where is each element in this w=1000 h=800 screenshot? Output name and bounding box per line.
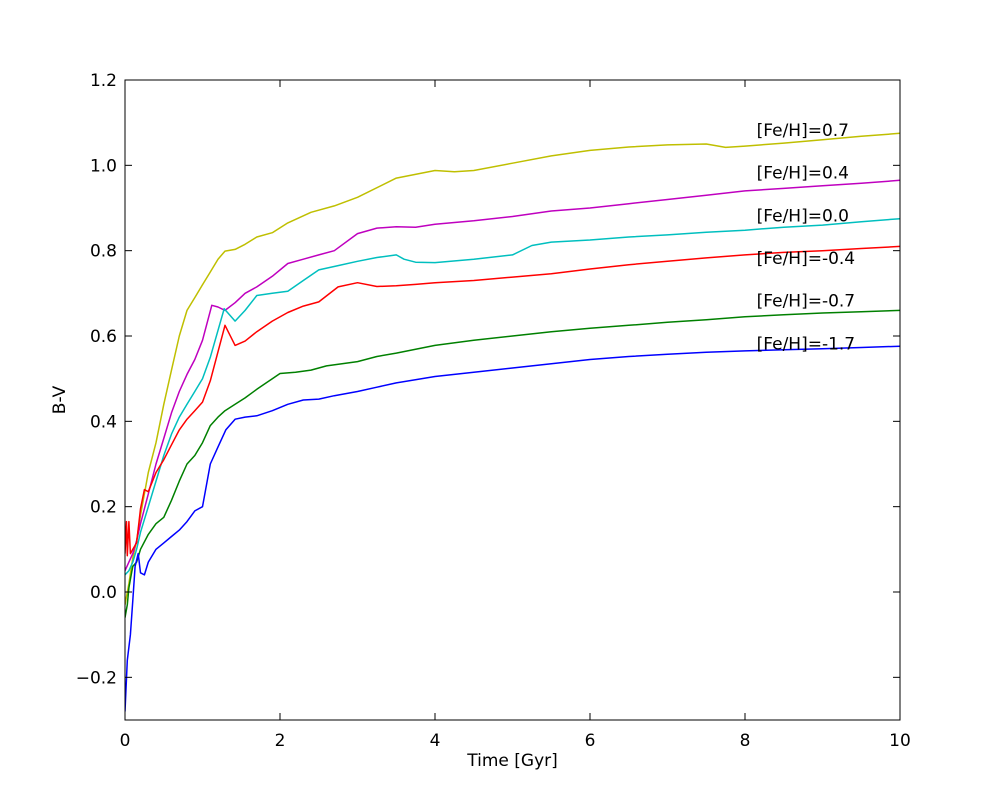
x-axis-label: Time [Gyr] bbox=[466, 751, 558, 771]
ticks-group: 0 2 4 6 8 10 −0.2 0.0 0.2 0.4 0.6 0.8 1.0 1.2 bbox=[76, 71, 911, 751]
y-tick-label: 0.8 bbox=[90, 242, 117, 262]
y-tick-label: 1.2 bbox=[90, 71, 117, 91]
series-line bbox=[125, 217, 900, 576]
x-tick-label: 6 bbox=[585, 731, 596, 751]
series-labels-group: [Fe/H]=0.7 [Fe/H]=0.4 [Fe/H]=0.0 [Fe/H]=-0.… bbox=[757, 121, 856, 354]
y-axis-label: B-V bbox=[50, 385, 70, 414]
series-line bbox=[125, 179, 900, 572]
series-line bbox=[125, 309, 900, 618]
y-tick-label: 0.2 bbox=[90, 498, 117, 518]
y-tick-label: 0.4 bbox=[90, 412, 117, 432]
x-tick-label: 10 bbox=[889, 731, 911, 751]
plot-frame bbox=[124, 79, 901, 721]
y-tick-label: 1.0 bbox=[90, 156, 117, 176]
series-label: [Fe/H]=-0.7 bbox=[757, 292, 856, 312]
series-line bbox=[125, 345, 900, 712]
series-label: [Fe/H]=0.0 bbox=[757, 206, 849, 226]
series-line bbox=[125, 132, 900, 605]
y-tick-label: 0.0 bbox=[90, 583, 117, 603]
x-tick-label: 0 bbox=[120, 731, 131, 751]
x-tick-label: 4 bbox=[430, 731, 441, 751]
series-label: [Fe/H]=0.4 bbox=[757, 164, 849, 184]
series-label: [Fe/H]=-0.4 bbox=[757, 249, 856, 269]
series-label: [Fe/H]=-1.7 bbox=[757, 334, 856, 354]
x-tick-label: 8 bbox=[740, 731, 751, 751]
series-line bbox=[125, 245, 900, 557]
series-label: [Fe/H]=0.7 bbox=[757, 121, 849, 141]
y-tick-label: −0.2 bbox=[76, 668, 117, 688]
series-group bbox=[125, 132, 900, 712]
y-tick-label: 0.6 bbox=[90, 327, 117, 347]
x-tick-label: 2 bbox=[275, 731, 286, 751]
